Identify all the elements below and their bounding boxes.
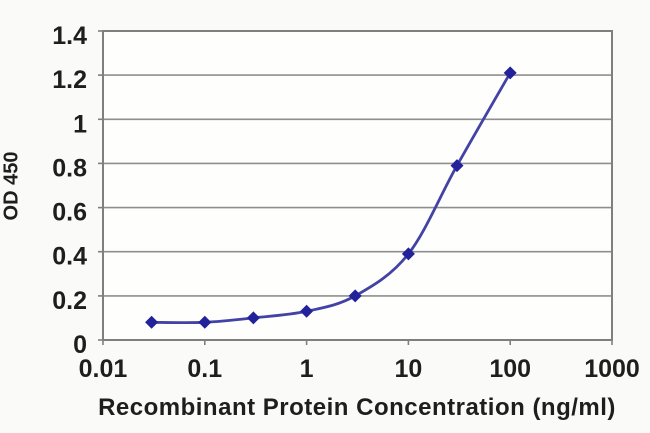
y-axis-title: OD 450 — [0, 151, 23, 221]
y-tick-label: 1.2 — [52, 66, 87, 94]
y-tick-label: 0.6 — [52, 199, 87, 227]
data-point-marker — [246, 311, 260, 325]
x-tick-label: 10 — [394, 355, 422, 383]
data-point-marker — [401, 247, 415, 261]
data-point-marker — [348, 289, 362, 303]
data-point-marker — [300, 304, 314, 318]
data-point-marker — [450, 159, 464, 173]
x-tick-label: 1000 — [584, 355, 640, 383]
x-tick-label: 1 — [300, 355, 314, 383]
data-point-marker — [198, 315, 212, 329]
plot-border — [102, 30, 613, 341]
x-tick-label: 100 — [489, 355, 531, 383]
x-tick-label: 0.01 — [79, 355, 128, 383]
plot-background — [103, 31, 612, 340]
y-tick-label: 0.2 — [52, 287, 87, 315]
data-point-marker — [503, 66, 517, 80]
y-tick-label: 0.8 — [52, 154, 87, 182]
data-point-marker — [145, 315, 159, 329]
y-tick-label: 0 — [73, 331, 87, 359]
x-tick-label: 0.1 — [187, 355, 222, 383]
y-tick-label: 1 — [73, 110, 87, 138]
y-tick-label: 1.4 — [52, 22, 87, 50]
y-tick-label: 0.4 — [52, 243, 87, 271]
x-axis-title: Recombinant Protein Concentration (ng/ml… — [98, 394, 616, 421]
